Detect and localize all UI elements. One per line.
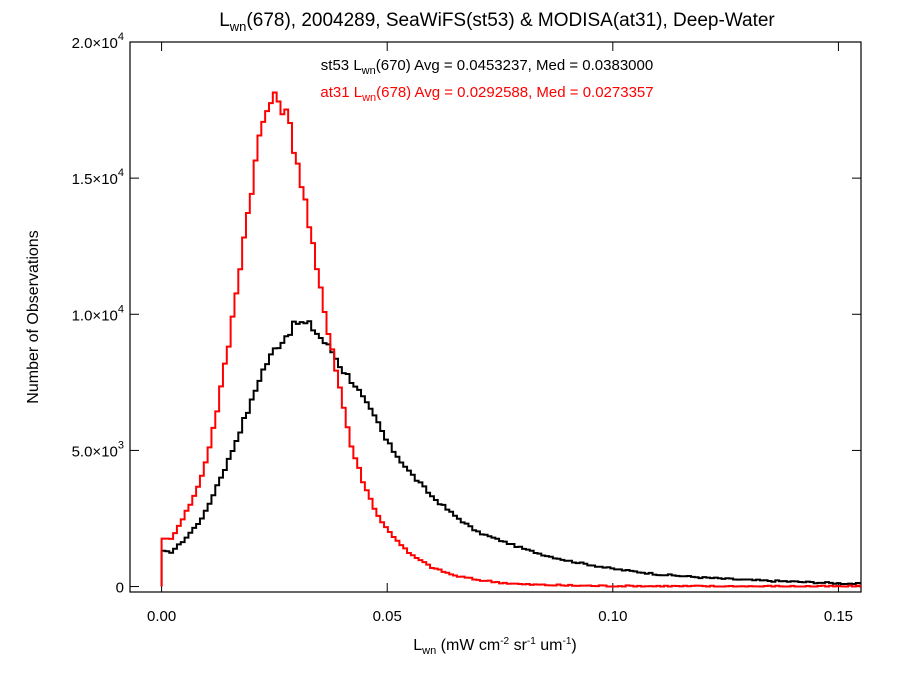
- y-axis-ticks: 0 5.0×103 1.0×104 1.5×104 2.0×104: [72, 31, 861, 597]
- y-tick-label: 2.0×104: [72, 31, 124, 52]
- series-st53-line: [160, 320, 861, 587]
- x-tick-label: 0.15: [824, 608, 853, 625]
- series-layer: [160, 91, 861, 588]
- x-tick-label: 0.00: [147, 608, 176, 625]
- y-tick-label: 0: [116, 580, 124, 597]
- x-axis-ticks: 0.00 0.05 0.10 0.15: [147, 42, 853, 625]
- y-tick-label: 5.0×103: [72, 439, 124, 460]
- y-tick-label: 1.0×104: [72, 303, 124, 324]
- x-tick-label: 0.05: [373, 608, 402, 625]
- legend-st53: st53 Lwn(670) Avg = 0.0453237, Med = 0.0…: [321, 57, 653, 77]
- y-axis-label: Number of Observations: [25, 230, 42, 403]
- y-tick-label: 1.5×104: [72, 167, 124, 188]
- x-axis-label: Lwn (mW cm-2 sr-1 um-1): [413, 636, 576, 657]
- x-tick-label: 0.10: [598, 608, 627, 625]
- chart-title: Lwn(678), 2004289, SeaWiFS(st53) & MODIS…: [219, 10, 775, 34]
- series-at31-line: [160, 91, 861, 588]
- plot-frame: [129, 41, 862, 593]
- legend-at31: at31 Lwn(678) Avg = 0.0292588, Med = 0.0…: [320, 84, 653, 104]
